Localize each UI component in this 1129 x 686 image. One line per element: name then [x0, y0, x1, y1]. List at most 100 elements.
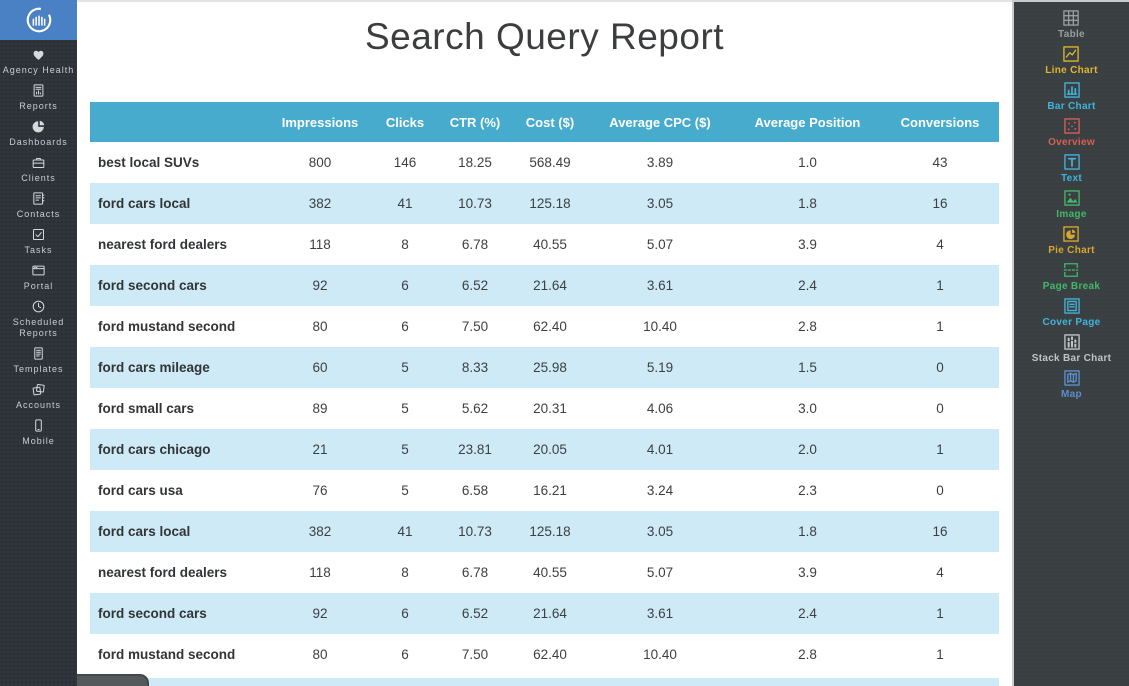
- cell-conversions: 0: [936, 401, 944, 416]
- page-title: Search Query Report: [364, 16, 725, 57]
- cell-ctr: 6.58: [461, 483, 489, 498]
- table-row-ford-cars-mileage: ford cars mileage 60 5 8.33 25.98 5.19 1…: [90, 347, 999, 388]
- map-icon: [1062, 368, 1082, 388]
- sidebar-item-reports[interactable]: Reports: [0, 83, 77, 112]
- sidebar-item-scheduled-reports[interactable]: Scheduled Reports: [0, 299, 77, 339]
- cell-cost: 20.31: [533, 401, 567, 416]
- widget-item-label: Stack Bar Chart: [1031, 353, 1112, 364]
- table-header-impressions: Impressions: [281, 114, 359, 130]
- sidebar-item-label: Tasks: [24, 245, 53, 255]
- accounts-icon: [31, 382, 46, 397]
- sidebar-item-clients[interactable]: Clients: [0, 155, 77, 184]
- cell-query: ford small cars: [98, 401, 195, 416]
- widget-item-map[interactable]: Map: [1061, 368, 1082, 400]
- cell-average-cpc: 3.89: [646, 155, 674, 170]
- cell-impressions: 118: [309, 237, 331, 252]
- cell-impressions: 800: [308, 155, 332, 170]
- sidebar-item-label: Templates: [13, 364, 64, 374]
- app-logo[interactable]: [0, 0, 77, 40]
- table-header-cost: Cost ($): [525, 114, 575, 130]
- cell-cost: 568.49: [529, 155, 571, 170]
- cell-conversions: 1: [936, 442, 944, 457]
- cell-impressions: 92: [312, 606, 328, 621]
- round-bar-chart-logo-icon: [26, 7, 51, 33]
- sidebar-item-label: Reports: [19, 101, 58, 111]
- cell-average-position: 3.9: [798, 237, 817, 252]
- table-row-nearest-ford-dealers: nearest ford dealers 118 8 6.78 40.55 5.…: [90, 224, 999, 265]
- cell-cost: 25.98: [533, 360, 567, 375]
- cell-average-position: 3.9: [798, 565, 817, 580]
- cell-clicks: 6: [401, 319, 409, 334]
- table-header-average-cpc: Average CPC ($): [609, 114, 711, 130]
- cell-conversions: 16: [932, 524, 948, 539]
- cell-average-position: 1.8: [798, 524, 817, 539]
- stack-bar-chart-icon: [1062, 332, 1082, 352]
- sidebar-item-portal[interactable]: Portal: [0, 263, 77, 292]
- sidebar-item-accounts[interactable]: Accounts: [0, 382, 77, 411]
- cell-conversions: 1: [936, 278, 944, 293]
- cell-cost: 62.40: [533, 647, 567, 662]
- cell-average-cpc: 5.19: [646, 360, 674, 375]
- cell-average-cpc: 10.40: [643, 647, 677, 662]
- sidebar-item-dashboards[interactable]: Dashboards: [0, 119, 77, 148]
- cell-conversions: 1: [936, 647, 944, 662]
- widget-item-pie-chart[interactable]: Pie Chart: [1048, 224, 1095, 256]
- table-row-ford-cars-chicago: ford cars chicago 21 5 23.81 20.05 4.01 …: [90, 429, 999, 470]
- widget-item-table[interactable]: Table: [1058, 8, 1085, 40]
- cell-clicks: 146: [393, 155, 417, 170]
- table-row-ford-second-cars: ford second cars 92 6 6.52 21.64 3.61 2.…: [90, 593, 999, 634]
- heart-icon: [31, 47, 46, 62]
- cell-cost: 40.55: [533, 565, 567, 580]
- report-canvas: Search Query Report Impressions Clicks C…: [77, 0, 1012, 686]
- sidebar-item-label: Accounts: [15, 400, 62, 410]
- cell-query: ford cars local: [98, 524, 191, 539]
- sidebar-item-label: Dashboards: [9, 137, 68, 147]
- cell-clicks: 41: [397, 524, 413, 539]
- tasks-icon: [31, 227, 46, 242]
- sidebar-item-mobile[interactable]: Mobile: [0, 418, 77, 447]
- cell-query: nearest ford dealers: [98, 565, 228, 580]
- table-header-ctr: CTR (%): [449, 114, 501, 130]
- cell-clicks: 6: [401, 606, 409, 621]
- widget-item-overview[interactable]: Overview: [1048, 116, 1095, 148]
- widget-item-label: Cover Page: [1042, 317, 1101, 328]
- cell-cost: 21.64: [533, 606, 567, 621]
- bottom-left-overlay: [77, 674, 149, 686]
- widget-item-label: Overview: [1048, 137, 1095, 148]
- cell-ctr: 7.50: [461, 319, 489, 334]
- table-icon: [1061, 8, 1081, 28]
- cell-clicks: 5: [401, 401, 409, 416]
- cell-ctr: 8.33: [461, 360, 489, 375]
- cell-average-cpc: 3.05: [646, 524, 674, 539]
- sidebar-item-templates[interactable]: Templates: [0, 346, 77, 375]
- sidebar-item-tasks[interactable]: Tasks: [0, 227, 77, 256]
- image-icon: [1062, 188, 1082, 208]
- cell-conversions: 0: [936, 360, 944, 375]
- cell-average-cpc: 3.61: [646, 278, 674, 293]
- contacts-icon: [31, 191, 46, 206]
- page-break-icon: [1061, 260, 1081, 280]
- cell-query: ford cars local: [98, 196, 191, 211]
- widget-item-image[interactable]: Image: [1056, 188, 1086, 220]
- cell-clicks: 5: [401, 360, 409, 375]
- report-table-widget[interactable]: Impressions Clicks CTR (%) Cost ($) Aver…: [90, 102, 999, 686]
- sidebar-item-agency-health[interactable]: Agency Health: [0, 47, 77, 76]
- cell-cost: 62.40: [533, 319, 567, 334]
- cell-impressions: 76: [312, 483, 328, 498]
- cell-average-position: 2.4: [798, 278, 817, 293]
- cell-impressions: 382: [308, 196, 332, 211]
- widget-panel: Table Line Chart Bar Chart Overview Text: [1012, 0, 1129, 686]
- cell-cost: 20.05: [533, 442, 567, 457]
- widget-item-text[interactable]: Text: [1061, 152, 1082, 184]
- widget-item-line-chart[interactable]: Line Chart: [1045, 44, 1097, 76]
- widget-item-cover-page[interactable]: Cover Page: [1042, 296, 1100, 328]
- sidebar-item-contacts[interactable]: Contacts: [0, 191, 77, 220]
- widget-item-page-break[interactable]: Page Break: [1043, 260, 1100, 292]
- bar-chart-icon: [1062, 80, 1082, 100]
- cell-conversions: 0: [936, 483, 944, 498]
- cell-conversions: 1: [936, 606, 944, 621]
- sidebar-item-label: Contacts: [16, 209, 61, 219]
- widget-item-stack-bar-chart[interactable]: Stack Bar Chart: [1032, 332, 1112, 364]
- cell-ctr: 5.62: [461, 401, 489, 416]
- widget-item-bar-chart[interactable]: Bar Chart: [1047, 80, 1095, 112]
